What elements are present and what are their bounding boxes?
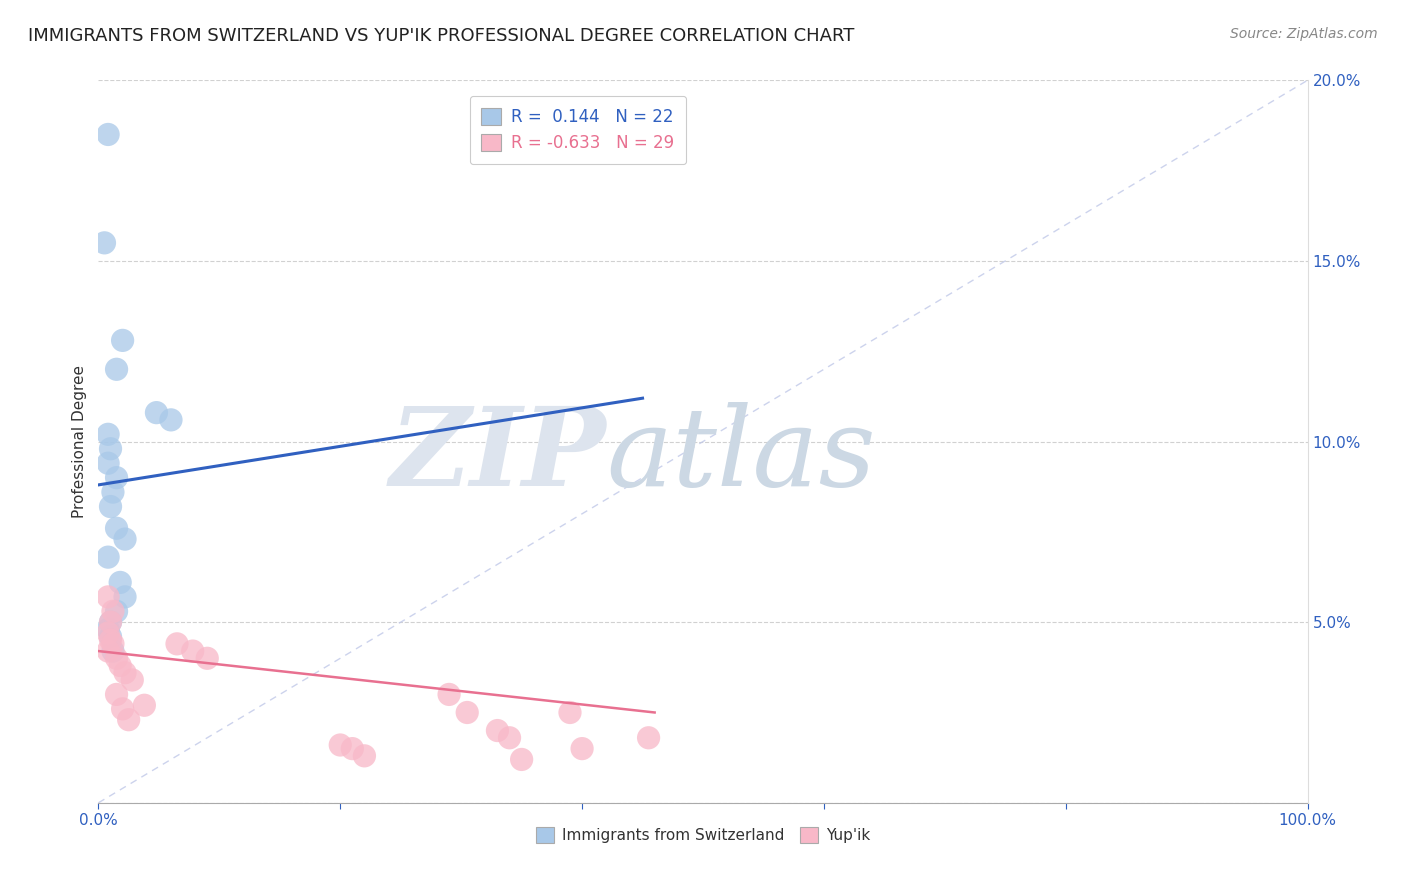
Point: [105, 687, 128, 701]
Point: [111, 334, 134, 348]
Point: [181, 644, 204, 658]
Point: [114, 532, 136, 546]
Point: [105, 651, 128, 665]
Point: [101, 604, 124, 618]
Text: atlas: atlas: [606, 402, 876, 509]
Point: [100, 442, 122, 456]
Point: [97, 550, 120, 565]
Point: [558, 706, 581, 720]
Point: [108, 575, 131, 590]
Point: [100, 615, 122, 630]
Text: IMMIGRANTS FROM SWITZERLAND VS YUP'IK PROFESSIONAL DEGREE CORRELATION CHART: IMMIGRANTS FROM SWITZERLAND VS YUP'IK PR…: [28, 27, 855, 45]
Legend: Immigrants from Switzerland, Yup'ik: Immigrants from Switzerland, Yup'ik: [530, 822, 876, 849]
Point: [510, 752, 533, 766]
Point: [114, 590, 136, 604]
Point: [108, 658, 131, 673]
Point: [97, 427, 120, 442]
Text: ZIP: ZIP: [389, 402, 606, 509]
Point: [100, 633, 122, 648]
Point: [111, 702, 134, 716]
Point: [105, 362, 128, 376]
Point: [105, 604, 128, 618]
Point: [114, 665, 136, 680]
Point: [145, 406, 167, 420]
Point: [100, 500, 122, 514]
Point: [342, 741, 364, 756]
Point: [97, 626, 120, 640]
Point: [93, 235, 115, 250]
Point: [329, 738, 352, 752]
Point: [486, 723, 509, 738]
Point: [571, 741, 593, 756]
Point: [134, 698, 156, 713]
Point: [437, 687, 460, 701]
Point: [166, 637, 188, 651]
Point: [97, 590, 120, 604]
Point: [97, 623, 120, 637]
Point: [100, 630, 122, 644]
Point: [121, 673, 143, 687]
Point: [101, 637, 124, 651]
Point: [160, 413, 183, 427]
Point: [637, 731, 659, 745]
Y-axis label: Professional Degree: Professional Degree: [72, 365, 87, 518]
Point: [353, 748, 375, 763]
Point: [105, 471, 128, 485]
Point: [97, 456, 120, 470]
Point: [101, 485, 124, 500]
Point: [456, 706, 478, 720]
Point: [101, 644, 124, 658]
Point: [195, 651, 218, 665]
Point: [498, 731, 520, 745]
Text: Source: ZipAtlas.com: Source: ZipAtlas.com: [1230, 27, 1378, 41]
Point: [105, 521, 128, 535]
Point: [97, 644, 120, 658]
Point: [100, 615, 122, 630]
Point: [97, 128, 120, 142]
Point: [118, 713, 141, 727]
